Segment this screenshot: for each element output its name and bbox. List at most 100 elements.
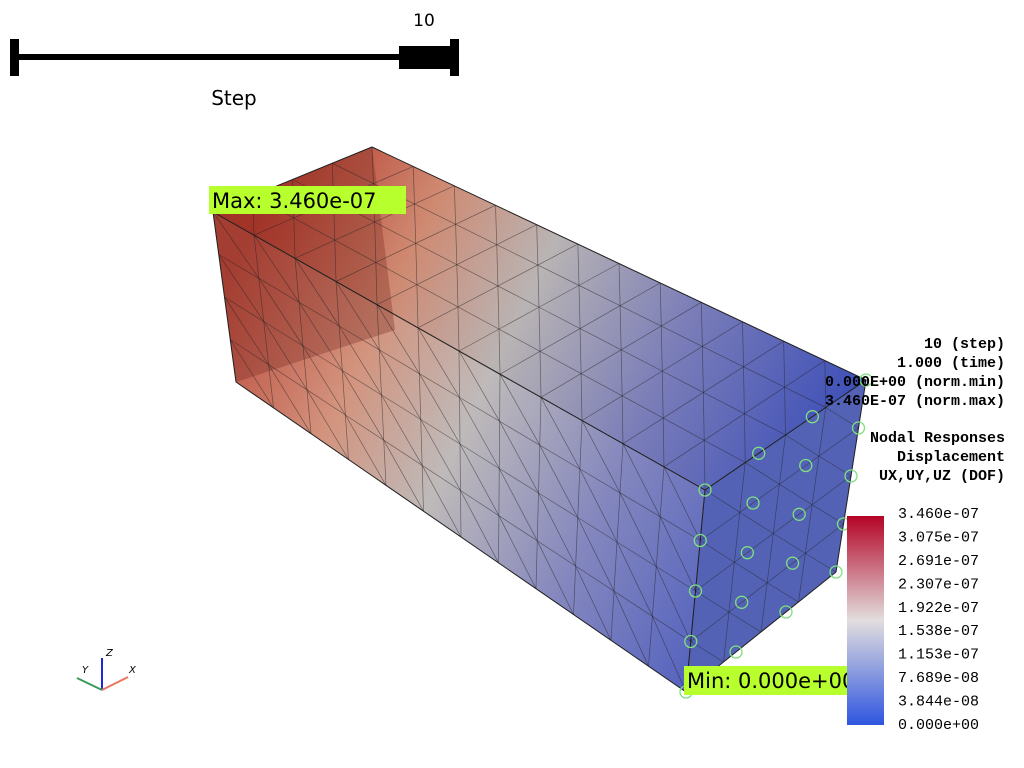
mesh-edge (703, 392, 745, 415)
mesh-edge (784, 386, 826, 408)
mesh-edge (373, 166, 414, 184)
max-label: Max: 3.460e-07 (212, 189, 377, 213)
mesh-edge (415, 243, 457, 265)
mesh-edge (378, 349, 422, 420)
mesh-edge (702, 346, 704, 393)
mesh-edge (416, 284, 419, 328)
mesh-edge (704, 413, 745, 441)
mesh-edge (785, 434, 820, 457)
mesh-edge (744, 386, 785, 415)
mesh-edge (798, 553, 806, 603)
mesh-edge (779, 483, 813, 506)
mesh-edge (345, 414, 384, 441)
mesh-edge (723, 612, 730, 663)
mesh-edge (381, 394, 385, 441)
mesh-edge (537, 265, 540, 308)
slider-handle[interactable] (399, 46, 452, 69)
mesh-edge (739, 512, 774, 534)
bc-marker (799, 458, 813, 473)
mesh-edge (578, 285, 621, 307)
mesh-edge (306, 389, 346, 416)
mesh-edge (342, 370, 382, 396)
y-axis (76, 677, 103, 691)
mesh-edge (459, 397, 500, 422)
mesh-edge (704, 489, 741, 513)
mesh-edge (703, 366, 744, 393)
mesh-edge (298, 302, 304, 347)
mesh-edge (663, 439, 705, 468)
mesh-edge (613, 541, 618, 592)
mesh-edge (616, 541, 653, 617)
mesh-edge (383, 439, 424, 512)
mesh-edge (538, 445, 541, 494)
axes-triad: Z X Y (76, 648, 137, 691)
mesh-edge (263, 321, 269, 365)
mesh-edge (700, 540, 735, 563)
mesh-edge (578, 285, 581, 329)
mesh-edge (212, 211, 260, 279)
info-title: Displacement (897, 449, 1005, 466)
bc-marker (859, 373, 873, 387)
mesh-edge (577, 517, 618, 543)
mesh-edge (811, 475, 852, 506)
mesh-edge (421, 465, 462, 538)
x-axis (101, 676, 129, 691)
mesh-edge (652, 616, 687, 693)
mesh-edge (414, 203, 456, 225)
mesh-edge (622, 417, 664, 444)
colorbar-label: 1.153e-07 (898, 647, 979, 664)
mesh-edge (779, 455, 820, 485)
mesh-edge (302, 345, 308, 390)
mesh-edge (499, 373, 541, 446)
bc-marker (779, 605, 793, 619)
mesh-edge (536, 540, 574, 615)
mesh-edge (579, 328, 622, 351)
mesh-edge (760, 582, 768, 633)
mesh-edge (415, 243, 418, 285)
mesh-edge (743, 340, 784, 368)
mesh-edge (499, 421, 540, 446)
mesh-edge (457, 285, 499, 308)
mesh-edge (766, 533, 774, 583)
mesh-edge (577, 468, 581, 518)
mesh-edge (376, 284, 418, 305)
mesh-edge (379, 349, 420, 374)
info-text: 10 (step) 1.000 (time) 0.000E+00 (norm.min… (825, 336, 1005, 485)
mesh-edge (538, 285, 580, 308)
mesh-edge (581, 395, 623, 421)
bc-marker (729, 645, 743, 659)
colorbar-label: 3.844e-08 (898, 694, 979, 711)
mesh-edge (581, 420, 621, 493)
mesh-edge (621, 370, 663, 397)
mesh-body (211, 146, 873, 699)
slider-cap (450, 39, 459, 76)
mesh-edge (805, 523, 844, 554)
step-slider[interactable] (10, 39, 459, 76)
mesh-edge (695, 561, 735, 592)
mesh-edge (298, 301, 343, 371)
mesh-edge (376, 304, 420, 374)
mesh-edge (459, 443, 500, 516)
mesh-edge (456, 264, 499, 287)
colorbar-label: 2.691e-07 (898, 553, 979, 570)
slider-value: 10 (413, 11, 435, 31)
mesh-edge (302, 345, 343, 371)
mesh-edge (619, 492, 657, 567)
edge (685, 379, 867, 693)
mesh-edge (579, 468, 618, 543)
bc-marker (688, 584, 703, 598)
max-label-bg (209, 186, 406, 214)
mesh-edge (224, 296, 264, 322)
mesh-edge (702, 321, 743, 347)
min-label-bg (684, 666, 876, 695)
mesh-edge (784, 360, 826, 388)
colorbar-label: 2.307e-07 (898, 576, 979, 593)
mesh-edge (306, 389, 312, 434)
mesh-edge (268, 364, 274, 408)
mesh-edge (498, 515, 538, 542)
mesh-edge (498, 329, 501, 375)
bc-marker (698, 483, 712, 497)
mesh-edge (294, 258, 340, 327)
mesh-edge (536, 492, 539, 541)
z-label: Z (105, 648, 114, 659)
